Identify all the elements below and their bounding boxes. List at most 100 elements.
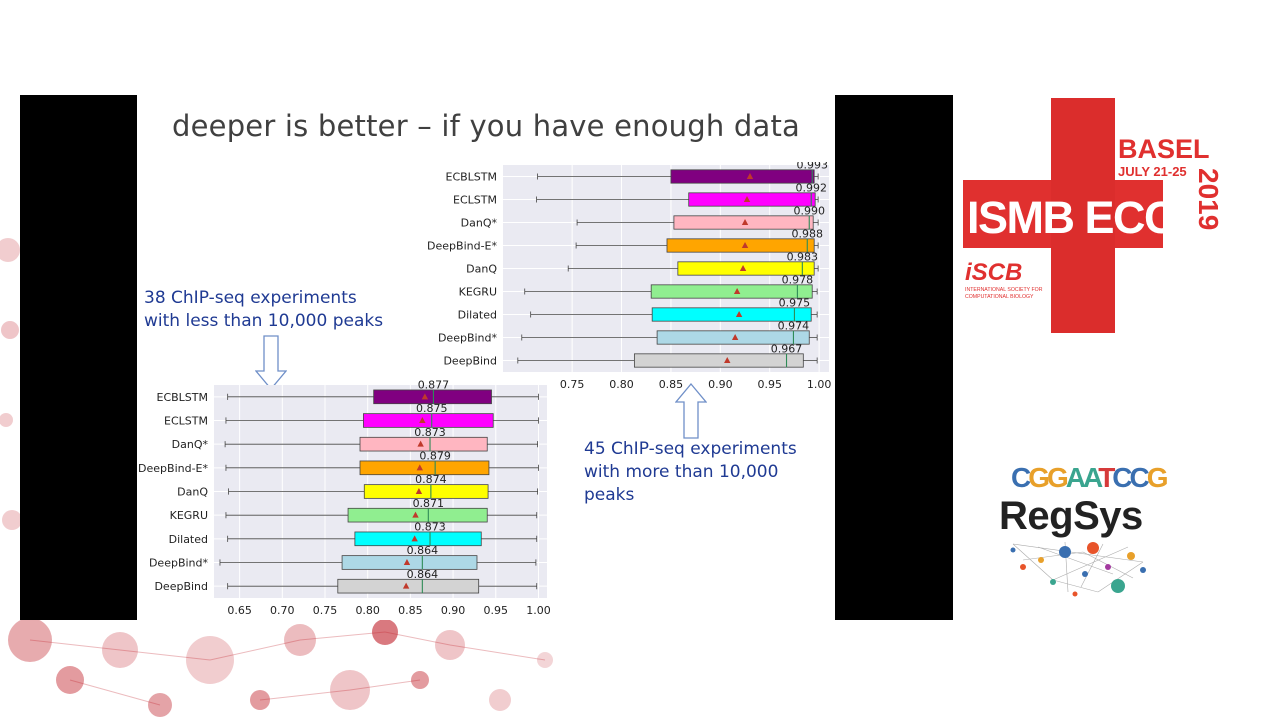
x-tick-label: 0.95: [757, 378, 782, 390]
ismb-eccb-logo: BASEL JULY 21-25 ISMB ECCB 2019 iSCB INT…: [963, 98, 1224, 333]
box: [656, 330, 810, 345]
data-label: 0.871: [413, 497, 445, 510]
box: [633, 353, 804, 368]
mean-marker: [743, 196, 751, 202]
regsys-logo: CGGAATCCG RegSys: [993, 452, 1173, 607]
y-tick-label: DeepBind-E*: [427, 240, 497, 253]
iscb-full-name: INTERNATIONAL SOCIETY FOR: [965, 287, 1043, 293]
y-tick-label: DeepBind-E*: [138, 462, 208, 475]
callout-line: with more than 10,000: [584, 462, 779, 482]
network-graph-icon: [1010, 541, 1146, 597]
box: [347, 507, 488, 523]
callout-line: peaks: [584, 485, 635, 505]
x-tick-label: 1.00: [807, 378, 832, 390]
box: [666, 238, 815, 253]
data-label: 0.967: [771, 342, 803, 355]
box: [341, 555, 478, 570]
boxplot-small-datasets: 0.65 0.70 0.75 0.80 0.85 0.90 0.95 1.00 ECBLSTM 0…: [138, 380, 551, 617]
logo-dates: JULY 21-25: [1118, 164, 1187, 179]
mean-marker: [419, 417, 426, 423]
callout-line: 38 ChIP-seq experiments: [144, 288, 357, 308]
x-tick-label: 0.95: [484, 604, 509, 617]
y-tick-label: ECBLSTM: [157, 391, 209, 404]
regsys-name: RegSys: [999, 494, 1143, 538]
mean-marker: [421, 393, 429, 400]
mean-marker: [402, 582, 410, 589]
mean-marker: [739, 265, 747, 271]
up-arrow-icon: [675, 383, 707, 439]
data-label: 0.873: [414, 520, 446, 533]
callout-line: 45 ChIP-seq experiments: [584, 439, 797, 459]
callout-large-datasets: 45 ChIP-seq experiments with more than 1…: [584, 438, 797, 507]
mean-marker: [403, 559, 411, 565]
data-label: 0.874: [415, 473, 447, 486]
y-tick-label: DeepBind: [443, 355, 497, 368]
data-label: 0.877: [418, 380, 450, 391]
box: [363, 413, 494, 428]
box: [651, 307, 812, 322]
mean-marker: [741, 242, 749, 248]
y-tick-label: DanQ*: [461, 217, 498, 230]
box: [677, 261, 815, 276]
logo-name: ISMB ECCB: [967, 192, 1206, 243]
x-tick-label: 0.75: [313, 604, 338, 617]
data-label: 0.875: [416, 402, 448, 415]
x-tick-label: 0.85: [398, 604, 423, 617]
y-tick-label: DanQ: [466, 263, 497, 276]
y-tick-label: DanQ: [177, 486, 208, 499]
x-tick-label: 0.90: [441, 604, 466, 617]
y-tick-label: DeepBind*: [149, 557, 209, 570]
y-tick-label: DanQ*: [172, 438, 209, 451]
x-tick-label: 0.75: [560, 378, 585, 390]
callout-small-datasets: 38 ChIP-seq experiments with less than 1…: [144, 287, 383, 333]
mean-marker: [415, 488, 423, 494]
slide-title: deeper is better – if you have enough da…: [172, 109, 800, 143]
x-tick-label: 1.00: [526, 604, 551, 617]
data-label: 0.873: [414, 426, 446, 439]
down-arrow-icon: [255, 335, 287, 391]
iscb-logo: iSCB: [965, 259, 1022, 286]
mean-marker: [411, 535, 418, 542]
data-label: 0.974: [778, 319, 810, 332]
mean-marker: [741, 219, 749, 225]
data-label: 0.978: [782, 273, 814, 286]
x-tick-label: 0.85: [659, 378, 684, 390]
mean-marker: [735, 311, 743, 317]
box: [650, 284, 813, 299]
callout-line: with less than 10,000 peaks: [144, 311, 384, 331]
boxplot-large-datasets: 0.75 0.80 0.85 0.90 0.95 1.00 ECBLSTM 0.993 ECLS…: [427, 162, 832, 390]
data-label: 0.990: [793, 204, 825, 217]
y-tick-label: Dilated: [169, 533, 208, 546]
x-tick-label: 0.90: [708, 378, 733, 390]
box: [688, 192, 816, 207]
box: [670, 169, 815, 184]
x-tick-label: 0.80: [355, 604, 380, 617]
data-label: 0.983: [787, 250, 819, 263]
data-label: 0.992: [795, 181, 827, 194]
y-tick-label: KEGRU: [459, 286, 497, 299]
slide: deeper is better – if you have enough da…: [137, 95, 835, 620]
y-tick-label: DeepBind: [154, 580, 208, 593]
mean-marker: [416, 464, 423, 471]
mean-marker: [746, 173, 754, 179]
x-tick-label: 0.65: [227, 604, 252, 617]
mean-marker: [417, 440, 424, 447]
data-label: 0.993: [796, 162, 828, 171]
mean-marker: [731, 334, 739, 340]
y-tick-label: ECBLSTM: [446, 171, 498, 184]
x-tick-label: 0.80: [609, 378, 634, 390]
y-tick-label: DeepBind*: [438, 332, 498, 345]
logo-city: BASEL: [1118, 134, 1210, 164]
box: [359, 436, 488, 452]
data-label: 0.879: [419, 449, 451, 462]
y-tick-label: ECLSTM: [453, 194, 497, 207]
data-label: 0.975: [779, 296, 811, 309]
iscb-full-name: COMPUTATIONAL BIOLOGY: [965, 294, 1034, 300]
y-tick-label: ECLSTM: [164, 415, 208, 428]
data-label: 0.988: [792, 227, 824, 240]
y-tick-label: Dilated: [458, 309, 497, 322]
mean-marker: [412, 511, 419, 518]
mean-marker: [733, 288, 741, 294]
data-label: 0.864: [407, 544, 439, 557]
